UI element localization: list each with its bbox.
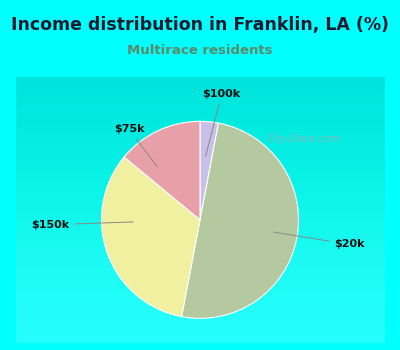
- Text: Income distribution in Franklin, LA (%): Income distribution in Franklin, LA (%): [11, 16, 389, 34]
- Text: $20k: $20k: [274, 232, 365, 250]
- Text: City-Data.com: City-Data.com: [266, 134, 340, 144]
- Text: $75k: $75k: [114, 124, 157, 166]
- Wedge shape: [182, 123, 298, 318]
- Text: Multirace residents: Multirace residents: [127, 44, 273, 57]
- Text: $150k: $150k: [31, 220, 133, 230]
- Wedge shape: [200, 121, 218, 220]
- Wedge shape: [124, 121, 200, 220]
- Wedge shape: [102, 157, 200, 317]
- Text: $100k: $100k: [203, 89, 241, 156]
